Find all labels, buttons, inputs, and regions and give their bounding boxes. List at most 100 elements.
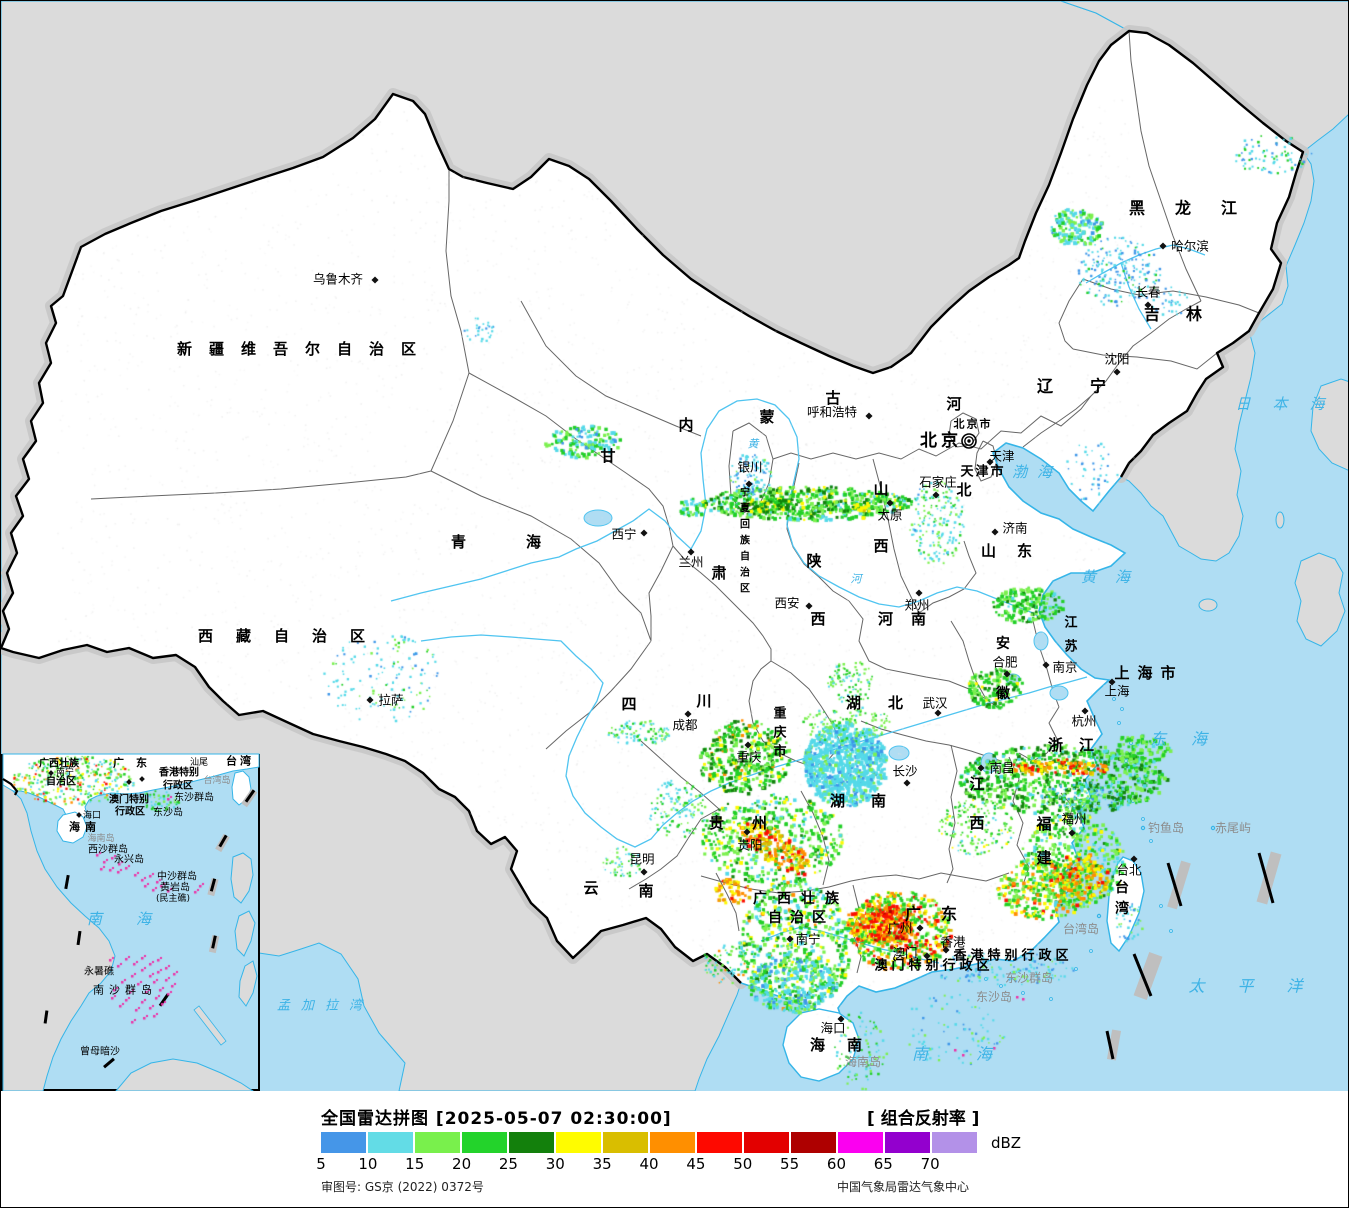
province-label: 福建 [1035,815,1052,867]
island-label: 台湾岛 [1063,921,1099,936]
province-label-char: 族 [740,534,751,547]
colorbar-tick: 35 [592,1155,612,1173]
city-marker [786,935,794,943]
island-label: 钓鱼岛 [1148,820,1184,835]
colorbar-tick: 20 [452,1155,472,1173]
city-label: 拉萨 [378,693,403,708]
colorbar-tick: 60 [826,1155,846,1173]
colorbar-segment [321,1132,366,1153]
city-marker [934,709,942,717]
province-label-char: 市 [773,744,786,760]
island-dot [1140,825,1146,831]
province-label: 北 [956,481,971,499]
province-label: 香港特别行政区 [952,948,1072,964]
inset-city-marker [48,770,54,776]
sea-label: 渤海 [1012,463,1062,481]
city-marker [915,589,923,597]
province-label-char: 宁 [740,486,750,499]
province-label: 西藏自治区 [198,627,388,645]
inset-label: 曾母暗沙 [80,1045,120,1058]
inset-label: 中沙群岛 [157,870,197,883]
city-marker [805,602,813,610]
island-dot [1096,913,1102,919]
city-label: 香港 [940,935,966,950]
province-label-char: 江 [969,775,984,793]
colorbar-segment [509,1132,554,1153]
province-label: 山西 [873,480,888,555]
city-marker [687,548,695,556]
island-dot [1210,825,1216,831]
inset-label: 海口 [83,809,101,821]
province-label: 自治区 [768,909,834,926]
colorbar-segment [650,1132,695,1153]
province-label: 西 [810,610,825,628]
province-label: 安徽 [995,635,1011,702]
province-label: 广西壮族 [753,890,849,907]
sea-label: 日本海 [1235,395,1346,413]
province-label: 蒙 [759,408,774,426]
province-label: 北京 [920,430,962,451]
province-label-char: 安 [996,635,1010,652]
city-label: 南京 [1052,660,1077,675]
china-radar-map: 渤海 黄海 东海 日本海 太平洋 南海 孟加拉湾黄河海南岛 台湾岛 钓鱼岛 赤尾屿 东沙群岛 东沙岛黑… [1,1,1348,1091]
inset-label: 自治区 [46,775,76,788]
colorbar-tick: 65 [873,1155,893,1173]
city-label: 南昌 [989,761,1014,776]
city-label: 兰州 [678,555,703,570]
island-label: 东沙群岛 [1005,970,1053,985]
inset-label: 海南 [69,820,101,834]
city-label: 郑州 [904,598,929,613]
legend-bar: 全国雷达拼图 [2025-05-07 02:30:00] [ 组合反射率 ] 5… [1,1093,1348,1207]
city-marker [1068,829,1076,837]
city-marker [1003,670,1011,678]
city-marker [837,1015,845,1023]
colorbar [321,1132,977,1153]
city-label: 合肥 [992,655,1018,670]
city-marker [865,412,873,420]
city-marker [1042,661,1050,669]
inset-city-marker [76,812,82,818]
province-label-char: 江 [1064,615,1077,631]
province-label: 浙江 [1048,736,1110,754]
province-label: 古 [825,389,840,407]
province-label: 江苏 [1064,615,1077,655]
capital-marker-outer [961,433,977,449]
colorbar-segment [791,1132,836,1153]
capital-marker-dot [967,439,971,443]
city-marker [991,528,999,536]
colorbar-segment [838,1132,883,1153]
capital-marker-mid [964,436,974,446]
province-label-char: 重 [773,706,786,722]
city-label: 武汉 [922,696,948,711]
province-label: 青海 [451,533,601,551]
province-label-char: 自 [740,550,750,563]
city-label: 长春 [1135,285,1161,300]
city-marker [371,276,379,284]
province-label-char: 治 [740,566,750,579]
colorbar-tick: 25 [498,1155,518,1173]
province-label: 天津市 [960,464,1005,480]
inset-label: 广西壮族 [39,757,80,770]
province-label: 北京市 [954,417,993,431]
province-label: 海南 [810,1036,884,1054]
city-marker [923,952,931,960]
colorbar-tick: 50 [733,1155,753,1173]
product-name: [ 组合反射率 ] [867,1109,980,1129]
city-label: 乌鲁木齐 [313,272,364,287]
province-label: 湖南 [830,792,912,810]
city-label: 济南 [1002,521,1027,536]
inset-label: 南海 [87,910,185,928]
city-label: 沈阳 [1104,352,1129,367]
province-label-char: 湾 [1115,900,1129,917]
island-label: 海南岛 [845,1054,881,1069]
city-marker [745,480,753,488]
inset-label: 永兴岛 [114,853,144,866]
city-label: 澳门 [892,946,917,961]
province-label: 黑龙江 [1129,199,1267,218]
city-label: 广州 [887,921,912,936]
city-label: 哈尔滨 [1171,239,1209,254]
province-label-char: 台 [1115,879,1129,896]
colorbar-tick: 5 [316,1155,326,1173]
